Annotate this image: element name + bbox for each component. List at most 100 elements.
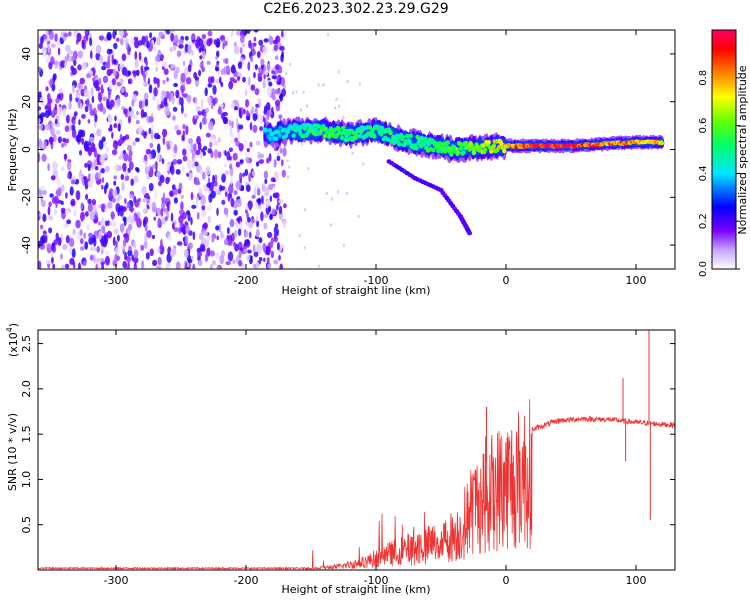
noise-blob bbox=[119, 133, 123, 143]
noise-blob bbox=[204, 108, 209, 113]
noise-blob bbox=[142, 197, 148, 203]
noise-blob bbox=[263, 257, 266, 262]
noise-blob bbox=[157, 256, 162, 266]
noise-speck bbox=[287, 175, 290, 179]
noise-blob bbox=[188, 242, 193, 250]
noise-blob bbox=[41, 153, 47, 162]
noise-blob bbox=[113, 180, 117, 186]
noise-blob bbox=[105, 182, 109, 190]
noise-blob bbox=[70, 179, 76, 185]
noise-blob bbox=[98, 171, 102, 179]
noise-blob bbox=[122, 260, 127, 269]
noise-blob bbox=[172, 115, 176, 121]
noise-blob bbox=[123, 152, 129, 162]
noise-blob bbox=[173, 82, 179, 88]
noise-blob bbox=[70, 198, 76, 207]
noise-blob bbox=[125, 38, 128, 49]
colorbar-ticks: 0.0 0.2 0.4 0.6 0.8 bbox=[698, 70, 740, 277]
noise-blob bbox=[115, 202, 121, 213]
noise-blob bbox=[212, 174, 215, 184]
noise-blob bbox=[272, 39, 277, 45]
noise-blob bbox=[217, 265, 221, 269]
noise-blob bbox=[237, 61, 243, 69]
noise-blob bbox=[166, 143, 170, 151]
noise-blob bbox=[231, 30, 234, 36]
noise-blob bbox=[176, 129, 182, 136]
noise-blob bbox=[196, 212, 200, 220]
noise-blob bbox=[129, 206, 134, 213]
noise-blob bbox=[178, 39, 184, 45]
ridge-blob bbox=[388, 130, 393, 136]
noise-blob bbox=[65, 44, 71, 53]
noise-blob bbox=[194, 180, 201, 186]
noise-blob bbox=[48, 227, 53, 234]
noise-speck bbox=[342, 243, 345, 247]
noise-blob bbox=[83, 232, 86, 239]
noise-blob bbox=[183, 67, 190, 76]
noise-blob bbox=[215, 78, 220, 84]
noise-blob bbox=[72, 120, 76, 125]
ridge-blob bbox=[481, 143, 486, 148]
noise-blob bbox=[211, 237, 215, 243]
noise-blob bbox=[232, 259, 236, 265]
noise-blob bbox=[110, 211, 115, 220]
noise-speck bbox=[327, 33, 330, 37]
noise-blob bbox=[121, 135, 127, 142]
noise-blob bbox=[41, 46, 47, 56]
noise-blob bbox=[107, 220, 110, 226]
noise-blob bbox=[63, 32, 69, 38]
noise-blob bbox=[272, 95, 276, 101]
noise-blob bbox=[131, 70, 137, 75]
ridge-blob bbox=[467, 147, 472, 152]
noise-speck bbox=[292, 91, 295, 95]
noise-blob bbox=[184, 35, 189, 41]
noise-blob bbox=[281, 169, 286, 178]
snr-panel: -300 -200 -100 0 100 0.5 1.0 1.5 2.0 2.5 Height … bbox=[5, 323, 676, 596]
noise-blob bbox=[55, 97, 60, 104]
noise-blob bbox=[229, 167, 234, 177]
noise-blob bbox=[135, 119, 140, 125]
noise-blob bbox=[157, 181, 162, 187]
noise-blob bbox=[178, 182, 183, 191]
noise-blob bbox=[198, 232, 204, 240]
noise-blob bbox=[180, 194, 184, 199]
noise-blob bbox=[238, 249, 242, 259]
ridge-blob bbox=[454, 146, 459, 152]
noise-blob bbox=[65, 138, 70, 144]
snr-marks bbox=[38, 330, 675, 570]
noise-blob bbox=[258, 114, 264, 124]
noise-blob bbox=[214, 174, 218, 183]
colorbar-label: Normalized spectral amplitude bbox=[736, 65, 749, 234]
ridge-blob bbox=[340, 135, 345, 141]
noise-blob bbox=[84, 241, 89, 250]
noise-blob bbox=[43, 140, 47, 150]
noise-blob bbox=[228, 184, 234, 194]
noise-blob bbox=[250, 84, 256, 91]
noise-speck bbox=[317, 264, 320, 268]
noise-blob bbox=[51, 242, 55, 252]
noise-blob bbox=[75, 90, 81, 99]
noise-blob bbox=[233, 190, 238, 196]
noise-blob bbox=[240, 34, 245, 44]
spectrogram-marks bbox=[38, 30, 665, 269]
noise-blob bbox=[223, 66, 226, 76]
noise-blob bbox=[50, 127, 55, 137]
noise-blob bbox=[241, 185, 245, 191]
noise-blob bbox=[81, 137, 84, 145]
noise-blob bbox=[282, 147, 287, 157]
noise-blob bbox=[269, 213, 273, 221]
ridge-blob bbox=[437, 141, 443, 146]
noise-blob bbox=[239, 172, 243, 181]
noise-blob bbox=[97, 91, 102, 102]
noise-blob bbox=[143, 111, 148, 118]
noise-blob bbox=[62, 137, 67, 143]
noise-blob bbox=[39, 212, 42, 218]
noise-blob bbox=[237, 228, 242, 236]
noise-blob bbox=[123, 108, 128, 115]
noise-blob bbox=[207, 30, 213, 37]
noise-blob bbox=[90, 50, 93, 60]
noise-blob bbox=[79, 212, 86, 221]
noise-blob bbox=[78, 262, 81, 269]
noise-blob bbox=[262, 243, 267, 252]
noise-blob bbox=[252, 113, 258, 122]
